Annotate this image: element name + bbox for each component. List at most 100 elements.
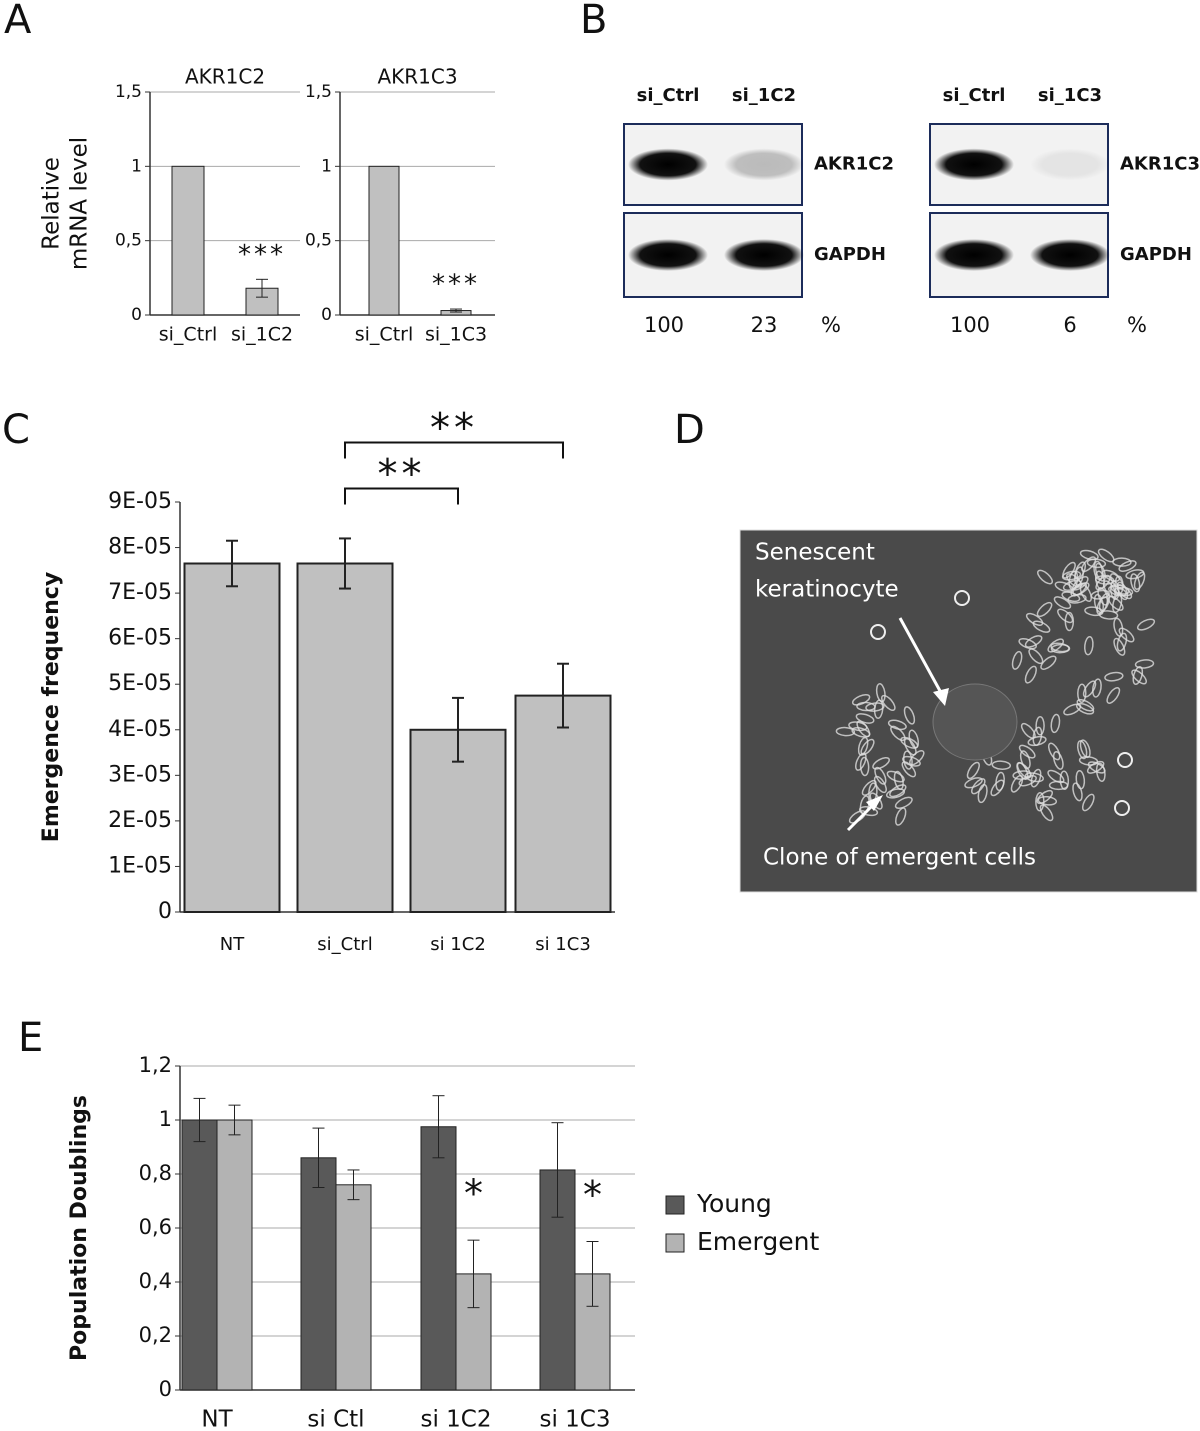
x-tick-label: si_Ctrl bbox=[355, 324, 413, 346]
quantification-unit: % bbox=[1127, 313, 1147, 337]
protein-label: AKR1C3 bbox=[1120, 154, 1200, 175]
bar bbox=[216, 1119, 253, 1391]
cell bbox=[903, 706, 916, 725]
cell bbox=[1010, 774, 1024, 793]
cell bbox=[1113, 637, 1126, 656]
cell bbox=[893, 770, 904, 790]
cell bbox=[1081, 793, 1095, 812]
y-axis-label: Relative bbox=[39, 157, 65, 250]
blot-band bbox=[628, 239, 708, 271]
quantification: 100 bbox=[644, 313, 684, 337]
legend-label: Young bbox=[696, 1189, 772, 1218]
cell bbox=[1118, 627, 1135, 643]
bar bbox=[514, 694, 612, 913]
chart-title: AKR1C3 bbox=[377, 65, 457, 89]
y-axis-label: Emergence frequency bbox=[39, 572, 64, 842]
panel-letter: A bbox=[4, 0, 32, 43]
cell bbox=[1118, 560, 1137, 572]
cell bbox=[1116, 632, 1128, 652]
bar bbox=[420, 1126, 457, 1391]
cell bbox=[1024, 772, 1044, 783]
cell bbox=[991, 760, 1012, 770]
y-tick-label: 9E-05 bbox=[108, 489, 172, 514]
y-tick-label: 8E-05 bbox=[108, 535, 172, 560]
x-tick-label: si_Ctrl bbox=[317, 934, 372, 955]
blot-band bbox=[1030, 239, 1110, 271]
bar bbox=[171, 165, 205, 316]
significance-label: * bbox=[583, 1173, 602, 1217]
cell bbox=[1070, 582, 1088, 597]
cell bbox=[1052, 751, 1064, 770]
cell bbox=[835, 726, 856, 737]
cell bbox=[856, 701, 876, 712]
error-bar bbox=[557, 662, 569, 729]
cell bbox=[889, 784, 907, 798]
x-tick-label: si_Ctrl bbox=[159, 324, 217, 346]
cell bbox=[1079, 739, 1091, 759]
cell bbox=[1136, 618, 1156, 631]
y-tick-label: 1 bbox=[321, 156, 332, 176]
cell bbox=[1036, 601, 1053, 618]
legend-swatch bbox=[665, 1195, 685, 1215]
x-tick-label: si Ctl bbox=[307, 1407, 364, 1431]
cell bbox=[870, 624, 886, 640]
bar bbox=[181, 1119, 218, 1391]
y-tick-label: 1,5 bbox=[115, 82, 142, 102]
cell bbox=[990, 779, 1005, 797]
senescent-cell bbox=[932, 683, 1018, 761]
protein-label: AKR1C2 bbox=[814, 154, 894, 175]
cell bbox=[1066, 573, 1083, 588]
arrowhead bbox=[933, 688, 949, 706]
micrograph-label: Clone of emergent cells bbox=[763, 845, 1036, 871]
cell bbox=[977, 783, 988, 804]
blot-band bbox=[1030, 148, 1110, 181]
error-bar bbox=[551, 1122, 564, 1218]
cell bbox=[881, 694, 896, 712]
cell bbox=[855, 713, 875, 724]
y-tick-label: 0,2 bbox=[139, 1323, 172, 1347]
cell bbox=[1075, 702, 1095, 715]
cell bbox=[856, 720, 871, 738]
quantification: 6 bbox=[1063, 313, 1076, 337]
y-tick-label: 4E-05 bbox=[108, 717, 172, 742]
cell bbox=[1132, 666, 1144, 685]
cell bbox=[1131, 669, 1147, 685]
cell bbox=[887, 719, 907, 731]
cell bbox=[1024, 635, 1043, 648]
y-tick-label: 0,5 bbox=[115, 231, 142, 251]
y-tick-label: 0 bbox=[321, 305, 332, 325]
cell bbox=[1075, 769, 1086, 790]
y-tick-label: 0,4 bbox=[139, 1269, 172, 1293]
y-tick-label: 0,6 bbox=[139, 1215, 172, 1239]
cell bbox=[1037, 795, 1058, 806]
error-bar bbox=[467, 1239, 480, 1309]
cell bbox=[1106, 687, 1121, 704]
cell bbox=[1068, 570, 1079, 591]
y-tick-label: 1E-05 bbox=[108, 853, 172, 878]
cell bbox=[1083, 635, 1094, 656]
cell bbox=[1062, 561, 1076, 579]
chart-title: AKR1C2 bbox=[185, 65, 265, 89]
panel-letter: B bbox=[580, 0, 607, 43]
protein-label: GAPDH bbox=[814, 244, 886, 265]
y-tick-label: 1 bbox=[159, 1107, 172, 1131]
panel-letter: D bbox=[674, 407, 705, 453]
cell bbox=[1035, 716, 1045, 736]
cell bbox=[1020, 722, 1036, 739]
panel-letter: E bbox=[18, 1015, 43, 1061]
arrowhead bbox=[866, 795, 883, 811]
cell bbox=[1025, 612, 1044, 626]
cell bbox=[1074, 561, 1087, 580]
cell bbox=[851, 694, 871, 706]
cell bbox=[1098, 592, 1111, 612]
y-tick-label: 1 bbox=[131, 156, 142, 176]
cell bbox=[1053, 596, 1072, 610]
significance-label: ** bbox=[430, 405, 478, 451]
cell bbox=[1018, 744, 1036, 759]
cell bbox=[875, 683, 886, 703]
cell bbox=[1112, 557, 1132, 567]
y-tick-label: 0 bbox=[131, 305, 142, 325]
cell bbox=[1072, 782, 1083, 802]
protein-label: GAPDH bbox=[1120, 244, 1192, 265]
micrograph-label: Senescent bbox=[755, 540, 875, 566]
